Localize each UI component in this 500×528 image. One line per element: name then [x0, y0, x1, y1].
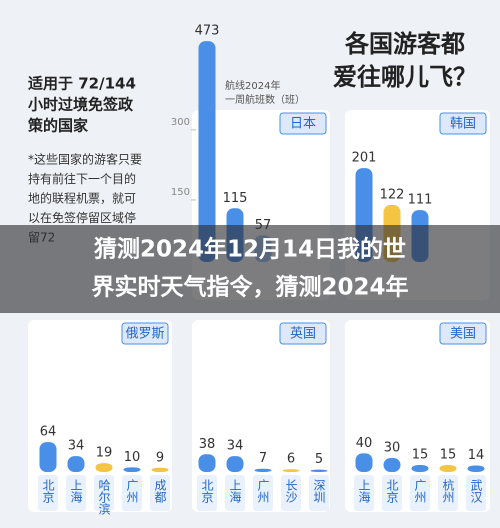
intro-note: 地的联程机票，就可 — [28, 191, 136, 206]
value-label: 19 — [96, 446, 113, 461]
annotation: 一周航班数（班） — [225, 93, 305, 106]
country-tag: 美国 — [450, 327, 476, 342]
value-label: 473 — [195, 24, 220, 39]
value-label: 15 — [412, 447, 429, 462]
bar — [439, 464, 457, 472]
panel — [28, 320, 172, 512]
value-label: 6 — [287, 452, 295, 467]
city-bg — [66, 475, 86, 511]
x-tick-label: 上海 — [357, 479, 371, 503]
intro-note: *这些国家的游客只要 — [28, 152, 142, 167]
city-bg — [122, 475, 142, 511]
city-bg — [309, 475, 329, 511]
bar — [355, 453, 373, 472]
x-tick-label: 广州 — [256, 479, 270, 503]
banner-text: 猜测2024年12月14日我的世 — [93, 236, 406, 263]
value-label: 34 — [227, 439, 244, 454]
city-bg — [466, 475, 486, 511]
value-label: 64 — [40, 425, 57, 440]
intro-note: 以在免签停留区域停 — [28, 210, 136, 225]
city-bg — [253, 475, 273, 511]
bar — [282, 469, 300, 472]
country-tag: 日本 — [290, 117, 316, 132]
country-tag: 俄罗斯 — [125, 327, 164, 342]
x-tick-label: 北京 — [200, 479, 214, 504]
country-tag-bg — [279, 322, 327, 345]
x-tick-label: 上海 — [69, 479, 83, 503]
city-bg — [410, 475, 430, 511]
country-tag: 英国 — [290, 327, 316, 342]
value-label: 14 — [468, 448, 485, 463]
x-tick-label: 广州 — [413, 479, 427, 503]
country-tag: 韩国 — [450, 117, 476, 132]
intro-title: 适用于 72/144 — [28, 75, 136, 93]
x-tick-label: 上海 — [228, 479, 242, 503]
annotation: 航线2024年 — [225, 79, 280, 92]
city-bg — [38, 475, 58, 511]
y-tick-label: 150 — [171, 187, 190, 198]
city-bg — [382, 475, 402, 511]
city-bg — [197, 475, 217, 511]
value-label: 122 — [380, 188, 405, 203]
country-tag-bg — [439, 322, 487, 345]
bar — [123, 467, 141, 472]
bar — [151, 467, 169, 472]
value-label: 40 — [356, 436, 373, 451]
value-label: 10 — [124, 450, 141, 465]
bar — [95, 463, 113, 472]
bar — [383, 457, 401, 472]
country-tag-bg — [279, 112, 327, 135]
bar — [226, 456, 244, 472]
bar — [310, 469, 328, 472]
value-label: 34 — [68, 439, 85, 454]
city-bg — [354, 475, 374, 511]
value-label: 111 — [408, 193, 433, 208]
heading: 爱往哪儿飞？ — [333, 63, 477, 91]
bar — [467, 465, 485, 472]
country-tag-bg — [121, 322, 169, 345]
bar — [198, 41, 216, 262]
value-label: 7 — [259, 451, 267, 466]
city-bg — [438, 475, 458, 511]
bar — [198, 454, 216, 472]
country-tag-bg — [439, 112, 487, 135]
x-tick-label: 哈尔滨 — [97, 479, 111, 515]
city-bg — [225, 475, 245, 511]
bar — [39, 442, 57, 472]
value-label: 38 — [199, 437, 216, 452]
value-label: 201 — [352, 151, 377, 166]
intro-title: 策的国家 — [27, 117, 88, 135]
y-tick-label: 300 — [171, 117, 190, 128]
city-bg — [281, 475, 301, 511]
bar — [67, 456, 85, 472]
value-label: 5 — [315, 452, 323, 467]
banner-text: 界实时天气指令，猜测2024年 — [91, 274, 408, 301]
banner — [0, 225, 500, 313]
x-tick-label: 北京 — [41, 479, 55, 504]
value-label: 115 — [223, 191, 248, 206]
intro-note: 持有前往下一个目的 — [28, 171, 136, 186]
city-bg — [94, 475, 114, 511]
panel — [345, 320, 490, 512]
x-tick-label: 武汉 — [469, 479, 483, 503]
x-tick-label: 深圳 — [312, 479, 326, 503]
intro-title: 小时过境免签政 — [28, 96, 134, 114]
x-tick-label: 成都 — [153, 479, 167, 503]
value-label: 9 — [156, 450, 164, 465]
value-label: 30 — [384, 440, 401, 455]
x-tick-label: 长沙 — [284, 479, 298, 503]
value-label: 15 — [440, 447, 457, 462]
bar — [411, 464, 429, 472]
city-bg — [150, 475, 170, 511]
x-tick-label: 北京 — [385, 479, 399, 504]
bar — [254, 468, 272, 472]
x-tick-label: 广州 — [125, 479, 139, 503]
heading: 各国游客都 — [344, 30, 465, 58]
x-tick-label: 杭州 — [441, 478, 455, 503]
